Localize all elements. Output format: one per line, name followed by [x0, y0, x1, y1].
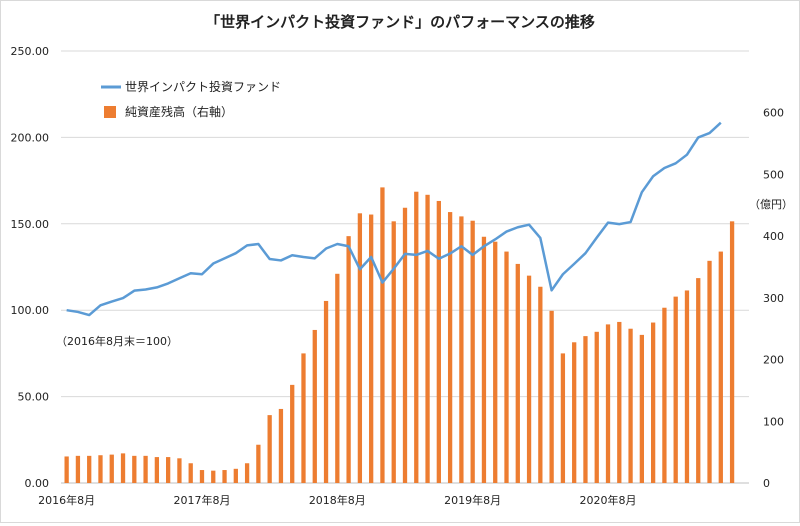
x-tick-label: 2018年8月 [309, 493, 366, 507]
bar [639, 334, 644, 483]
bar [493, 241, 498, 483]
legend-bar-swatch [104, 106, 116, 118]
bar [673, 296, 678, 483]
bar [143, 455, 148, 483]
bar-series-net-assets [64, 187, 735, 484]
bar [154, 457, 160, 483]
bar [222, 470, 227, 483]
right-tick-label: 400 [763, 230, 784, 243]
bar [312, 329, 317, 483]
series-line [66, 121, 722, 317]
bar [549, 310, 554, 483]
bar [87, 455, 92, 483]
right-tick-label: 200 [763, 354, 784, 367]
bar [346, 236, 351, 483]
bar [470, 220, 475, 483]
bar [718, 251, 723, 483]
bar [64, 456, 69, 483]
left-tick-label: 0.00 [25, 477, 50, 490]
bar [75, 455, 81, 483]
left-tick-label: 50.00 [18, 391, 50, 404]
left-tick-label: 200.00 [11, 131, 50, 144]
bar [335, 273, 340, 483]
x-axis-ticks: 2016年8月 2017年8月 2018年8月 2019年8月 2020年8月 [38, 493, 636, 507]
bar [684, 290, 690, 483]
bar [120, 453, 126, 483]
right-axis-ticks: 0 100 200 300 400 500 600 [763, 107, 784, 490]
bar [109, 454, 114, 483]
bar [594, 331, 599, 483]
x-tick-label: 2017年8月 [173, 493, 230, 507]
bar [244, 463, 250, 483]
bar [526, 275, 532, 483]
bar [323, 300, 329, 483]
bar [177, 458, 182, 483]
bar [481, 236, 487, 483]
bar [391, 221, 396, 483]
bar [504, 251, 509, 483]
bar [425, 194, 430, 483]
right-tick-label: 600 [763, 107, 784, 120]
bar [729, 221, 735, 483]
bar [188, 463, 193, 483]
x-tick-label: 2020年8月 [580, 493, 637, 507]
x-tick-label: 2019年8月 [444, 493, 501, 507]
bar [166, 457, 171, 483]
bar [617, 321, 622, 483]
bar [662, 307, 667, 483]
bar [583, 336, 588, 483]
right-tick-label: 500 [763, 168, 784, 181]
bar [402, 207, 408, 484]
left-tick-label: 250.00 [11, 45, 50, 58]
bar [211, 470, 216, 483]
legend-label-fund: 世界インパクト投資ファンド [125, 79, 281, 94]
legend-label-net-assets: 純資産残高（右軸） [125, 104, 233, 119]
right-axis-unit: （億円） [749, 198, 793, 211]
left-axis-ticks: 0.00 50.00 100.00 150.00 200.00 250.00 [11, 45, 50, 490]
bar [278, 408, 284, 483]
chart-title: 「世界インパクト投資ファンド」のパフォーマンスの推移 [205, 13, 595, 31]
bar [538, 286, 543, 483]
bar [572, 342, 577, 483]
bar [267, 415, 272, 483]
bar [199, 470, 205, 483]
bar [628, 328, 633, 483]
bar [380, 187, 385, 484]
bar [436, 200, 441, 484]
bar [357, 213, 363, 483]
bar [447, 212, 453, 483]
bar [459, 216, 464, 483]
bar [650, 322, 656, 483]
right-tick-label: 300 [763, 292, 784, 305]
bar [290, 384, 295, 483]
x-tick-label: 2016年8月 [38, 493, 95, 507]
bar [707, 260, 712, 483]
bar [605, 324, 611, 483]
bar [414, 191, 419, 484]
right-tick-label: 100 [763, 415, 784, 428]
left-tick-label: 150.00 [11, 218, 50, 231]
bar [369, 214, 374, 484]
legend: 世界インパクト投資ファンド 純資産残高（右軸） [101, 79, 281, 119]
bar [696, 278, 701, 483]
left-tick-label: 100.00 [11, 304, 50, 317]
bar [560, 353, 566, 483]
line-series-fund [66, 121, 722, 317]
left-axis-note: （2016年8月末＝100） [56, 334, 178, 348]
right-tick-label: 0 [763, 477, 770, 490]
bar [301, 353, 306, 483]
bar [256, 444, 261, 483]
bar [132, 455, 137, 483]
bar [98, 455, 103, 483]
bar [233, 468, 238, 483]
bar [515, 263, 520, 483]
